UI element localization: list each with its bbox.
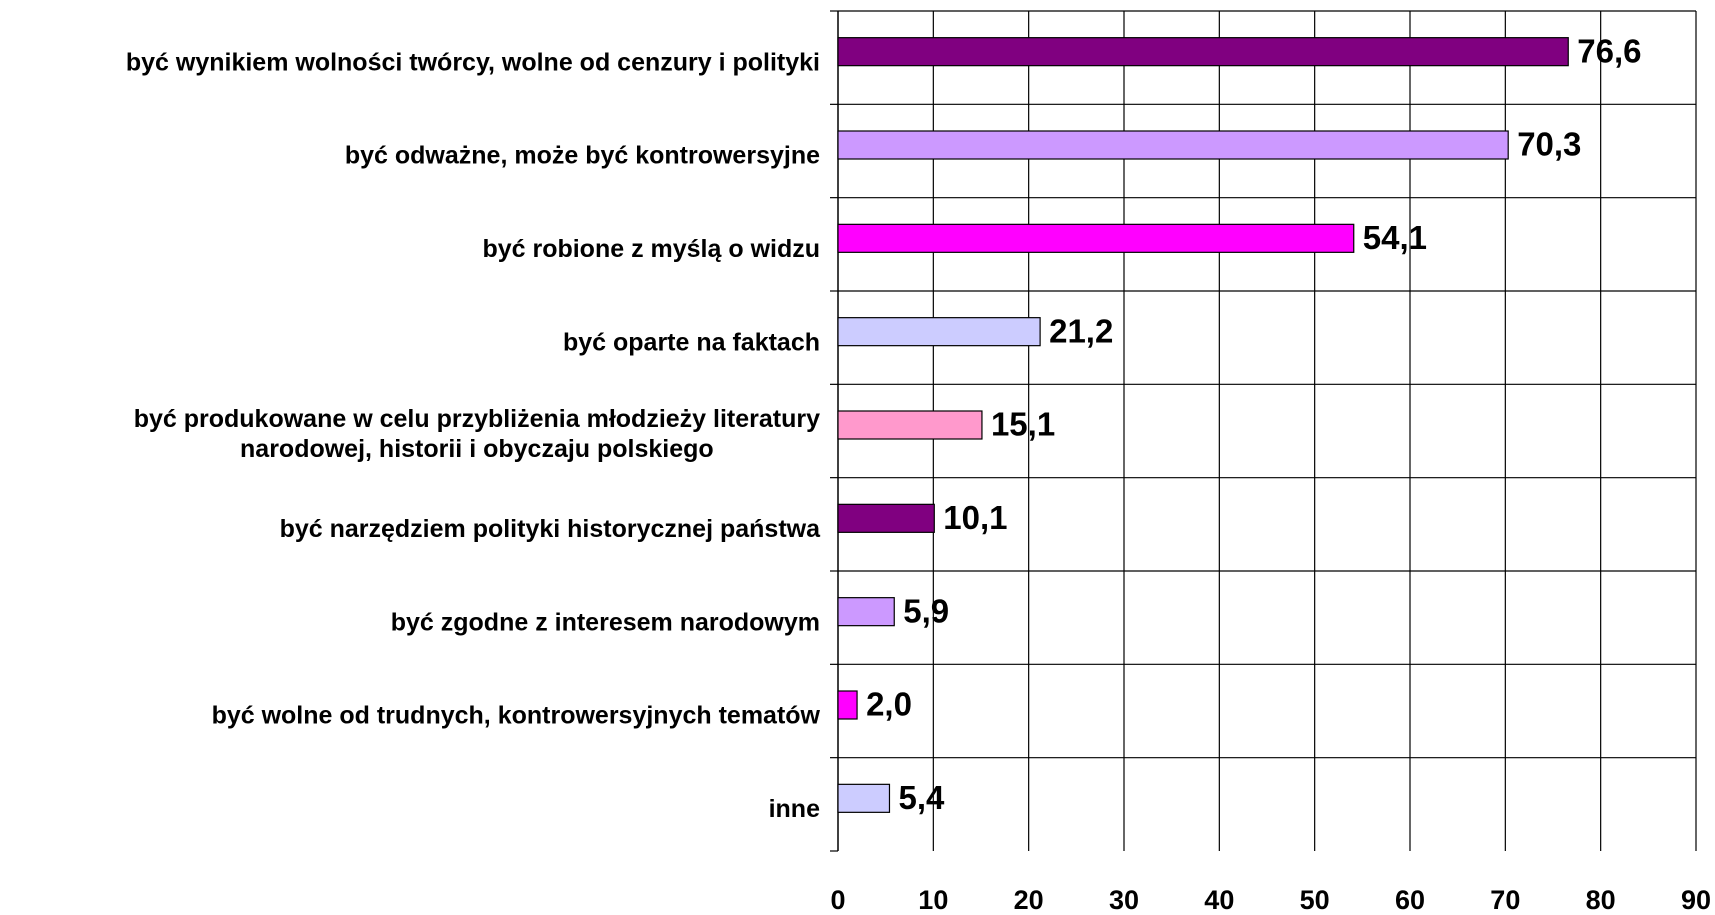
value-label: 21,2	[1049, 312, 1113, 349]
value-label: 5,9	[903, 592, 949, 629]
bar	[837, 783, 891, 813]
bar	[837, 37, 1569, 67]
bar	[837, 317, 1041, 347]
bar	[837, 690, 858, 720]
bar	[837, 223, 1355, 253]
category-label: być wynikiem wolności twórcy, wolne od c…	[126, 48, 820, 76]
x-tick-label: 50	[1300, 885, 1330, 915]
category-label: być wolne od trudnych, kontrowersyjnych …	[212, 702, 821, 730]
x-tick-label: 70	[1490, 885, 1520, 915]
category-label: być produkowane w celu przybliżenia młod…	[134, 405, 820, 463]
category-label: być oparte na faktach	[563, 328, 820, 356]
value-label: 2,0	[866, 686, 912, 723]
category-label: być narzędziem polityki historycznej pań…	[280, 515, 822, 543]
value-label: 10,1	[943, 499, 1007, 536]
value-label: 54,1	[1363, 219, 1427, 256]
category-label: być zgodne z interesem narodowym	[391, 608, 820, 636]
x-tick-label: 90	[1681, 885, 1711, 915]
value-label: 70,3	[1517, 126, 1581, 163]
category-label: inne	[769, 795, 820, 823]
x-tick-label: 30	[1109, 885, 1139, 915]
bar	[837, 410, 983, 440]
bar	[837, 597, 895, 627]
value-label: 76,6	[1577, 32, 1641, 69]
bar	[837, 503, 935, 533]
category-label: być odważne, może być kontrowersyjne	[345, 142, 820, 170]
x-tick-label: 20	[1014, 885, 1044, 915]
category-label: być robione z myślą o widzu	[482, 235, 820, 263]
x-tick-label: 40	[1204, 885, 1234, 915]
value-label: 5,4	[898, 779, 945, 816]
x-tick-label: 10	[918, 885, 948, 915]
bar	[837, 130, 1509, 160]
x-tick-label: 0	[830, 885, 845, 915]
value-label: 15,1	[991, 406, 1055, 443]
x-tick-label: 60	[1395, 885, 1425, 915]
x-tick-label: 80	[1586, 885, 1616, 915]
